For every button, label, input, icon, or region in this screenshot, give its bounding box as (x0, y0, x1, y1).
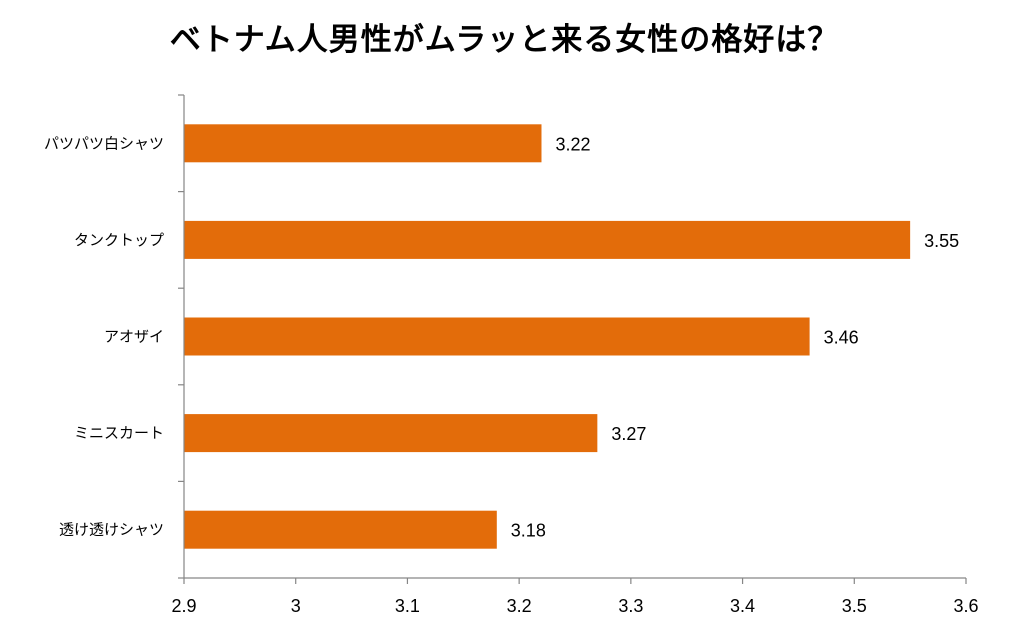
x-tick-label: 3.1 (395, 596, 420, 616)
labels-layer: パツパツ白シャツ 3.22 タンクトップ 3.55 アオザイ 3.46 ミニスカート 3.27… (44, 134, 979, 616)
x-tick-label: 3 (291, 596, 301, 616)
category-label: アオザイ (104, 328, 164, 346)
x-tick-label: 2.9 (171, 596, 196, 616)
bars-layer (184, 124, 911, 549)
bar (184, 124, 542, 163)
data-label: 3.18 (511, 521, 546, 541)
bar (184, 510, 497, 549)
data-label: 3.46 (824, 328, 859, 348)
category-label: 透け透けシャツ (59, 521, 164, 539)
x-tick-label: 3.3 (618, 596, 643, 616)
bar (184, 317, 810, 356)
chart-title: ベトナム人男性がムラッと来る女性の格好は？ (169, 22, 840, 58)
bar (184, 220, 911, 259)
data-label: 3.27 (611, 424, 646, 444)
axis-layer (178, 94, 967, 584)
category-label: ミニスカート (74, 424, 164, 442)
data-label: 3.22 (555, 134, 590, 154)
x-tick-label: 3.2 (507, 596, 532, 616)
x-tick-label: 3.6 (953, 596, 978, 616)
x-tick-label: 3.4 (730, 596, 755, 616)
bar (184, 414, 598, 453)
data-label: 3.55 (924, 231, 959, 251)
category-label: パツパツ白シャツ (44, 134, 164, 152)
category-label: タンクトップ (74, 231, 164, 249)
x-tick-label: 3.5 (842, 596, 867, 616)
